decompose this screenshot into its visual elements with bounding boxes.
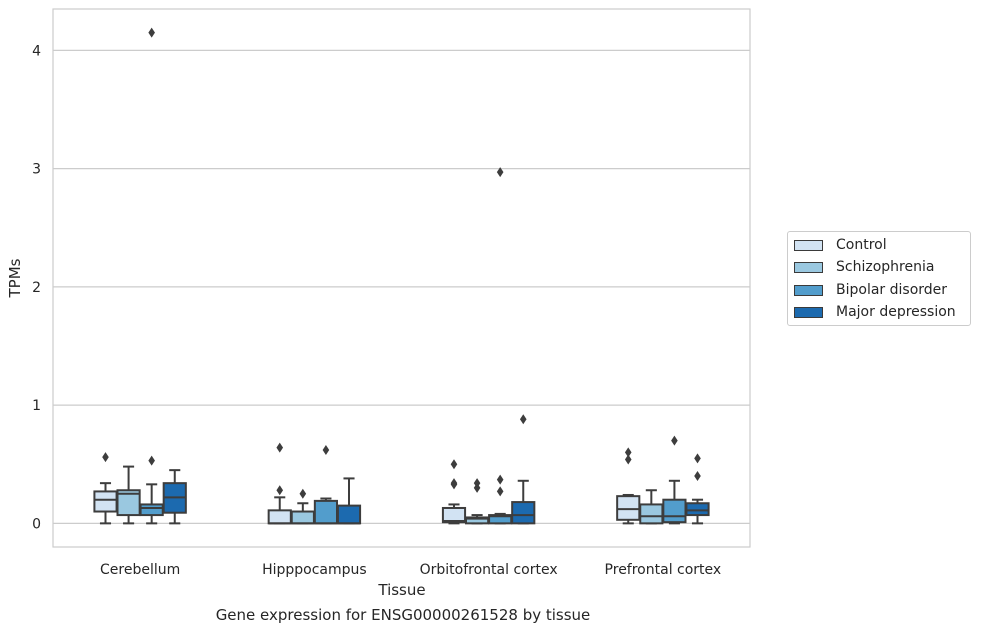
box-body-schizophrenia-prefrontal-cortex: [639, 503, 664, 525]
box-bipolar-disorder-orbitofrontal-cortex: [488, 512, 513, 525]
box-bipolar-disorder-hipppocampus: [313, 497, 339, 525]
box-body-bipolar-disorder-hipppocampus: [313, 499, 339, 525]
y-tick-label-3: 3: [32, 162, 41, 178]
y-tick-label-4: 4: [32, 43, 41, 59]
legend-label-control: Control: [836, 237, 887, 253]
box-body-major-depression-hipppocampus: [336, 504, 362, 525]
legend-swatch-bipolar-disorder: [794, 284, 823, 296]
outlier-bipolar-disorder-hipppocampus-0: [322, 445, 330, 456]
outlier-control-prefrontal-cortex-0: [624, 454, 632, 465]
y-tick-label-0: 0: [32, 516, 41, 532]
legend-item-schizophrenia: Schizophrenia: [794, 257, 934, 277]
outlier-major-depression-orbitofrontal-cortex-0: [519, 414, 527, 425]
x-tick-label-orbitofrontal-cortex: Orbitofrontal cortex: [420, 562, 558, 578]
outlier-bipolar-disorder-prefrontal-cortex-0: [671, 435, 678, 446]
figure-caption: Gene expression for ENSG00000261528 by t…: [215, 606, 591, 624]
legend: Control Schizophrenia Bipolar disorder M…: [787, 231, 971, 326]
legend-item-bipolar-disorder: Bipolar disorder: [794, 280, 947, 300]
box-body-control-prefrontal-cortex: [616, 495, 641, 521]
outlier-bipolar-disorder-orbitofrontal-cortex-2: [496, 167, 504, 178]
x-tick-label-hipppocampus: Hipppocampus: [262, 562, 367, 578]
legend-item-control: Control: [794, 235, 887, 255]
outlier-control-hipppocampus-1: [276, 442, 284, 453]
legend-swatch-control: [794, 239, 823, 251]
legend-item-major-depression: Major depression: [794, 302, 956, 322]
box-control-hipppocampus: [267, 496, 292, 525]
plot-area: [52, 8, 751, 548]
outlier-control-orbitofrontal-cortex-1: [450, 478, 458, 489]
outlier-bipolar-disorder-orbitofrontal-cortex-1: [496, 474, 504, 485]
outlier-bipolar-disorder-cerebellum-0: [148, 455, 155, 466]
x-tick-labels: Cerebellum Hipppocampus Orbitofrontal cort…: [100, 562, 721, 578]
box-body-control-cerebellum: [93, 490, 118, 513]
outlier-bipolar-disorder-cerebellum-1: [148, 27, 155, 38]
box-body-bipolar-disorder-cerebellum: [139, 503, 164, 517]
x-tick-label-prefrontal-cortex: Prefrontal cortex: [605, 562, 722, 578]
box-major-depression-prefrontal-cortex: [685, 498, 710, 525]
legend-label-bipolar-disorder: Bipolar disorder: [836, 282, 948, 298]
legend-swatch-schizophrenia: [794, 261, 823, 273]
box-major-depression-orbitofrontal-cortex: [511, 479, 536, 525]
legend-label-major-depression: Major depression: [836, 304, 956, 320]
box-body-schizophrenia-hipppocampus: [290, 510, 315, 525]
outlier-control-hipppocampus-0: [276, 485, 284, 496]
outlier-control-cerebellum-0: [102, 452, 109, 463]
outlier-bipolar-disorder-orbitofrontal-cortex-0: [496, 486, 504, 497]
outlier-major-depression-prefrontal-cortex-0: [694, 471, 701, 482]
y-tick-label-1: 1: [32, 398, 41, 414]
box-body-major-depression-prefrontal-cortex: [685, 502, 710, 517]
box-body-control-orbitofrontal-cortex: [441, 506, 467, 524]
box-body-control-hipppocampus: [267, 509, 292, 525]
x-axis-label: Tissue: [377, 581, 425, 599]
outlier-schizophrenia-orbitofrontal-cortex-1: [473, 478, 481, 489]
outliers: [102, 27, 701, 499]
legend-label-schizophrenia: Schizophrenia: [836, 259, 935, 275]
box-control-orbitofrontal-cortex: [441, 503, 467, 525]
outlier-schizophrenia-hipppocampus-0: [299, 488, 307, 499]
box-control-cerebellum: [93, 482, 118, 525]
y-axis-label: TPMs: [6, 258, 24, 298]
box-major-depression-cerebellum: [162, 469, 187, 525]
y-tick-labels: 0 1 2 3 4: [32, 43, 41, 532]
box-body-schizophrenia-cerebellum: [116, 489, 141, 517]
outlier-control-orbitofrontal-cortex-2: [450, 459, 458, 470]
box-control-prefrontal-cortex: [616, 493, 641, 525]
y-tick-label-2: 2: [32, 280, 41, 296]
box-body-bipolar-disorder-prefrontal-cortex: [662, 498, 687, 524]
boxes: [93, 465, 710, 525]
box-schizophrenia-cerebellum: [116, 465, 141, 525]
gridlines: [53, 49, 750, 524]
x-tick-label-cerebellum: Cerebellum: [100, 562, 180, 578]
outlier-major-depression-prefrontal-cortex-1: [694, 453, 701, 464]
box-body-major-depression-orbitofrontal-cortex: [511, 501, 536, 525]
box-major-depression-hipppocampus: [336, 477, 362, 525]
legend-swatch-major-depression: [794, 306, 823, 318]
outlier-control-prefrontal-cortex-1: [624, 447, 632, 458]
